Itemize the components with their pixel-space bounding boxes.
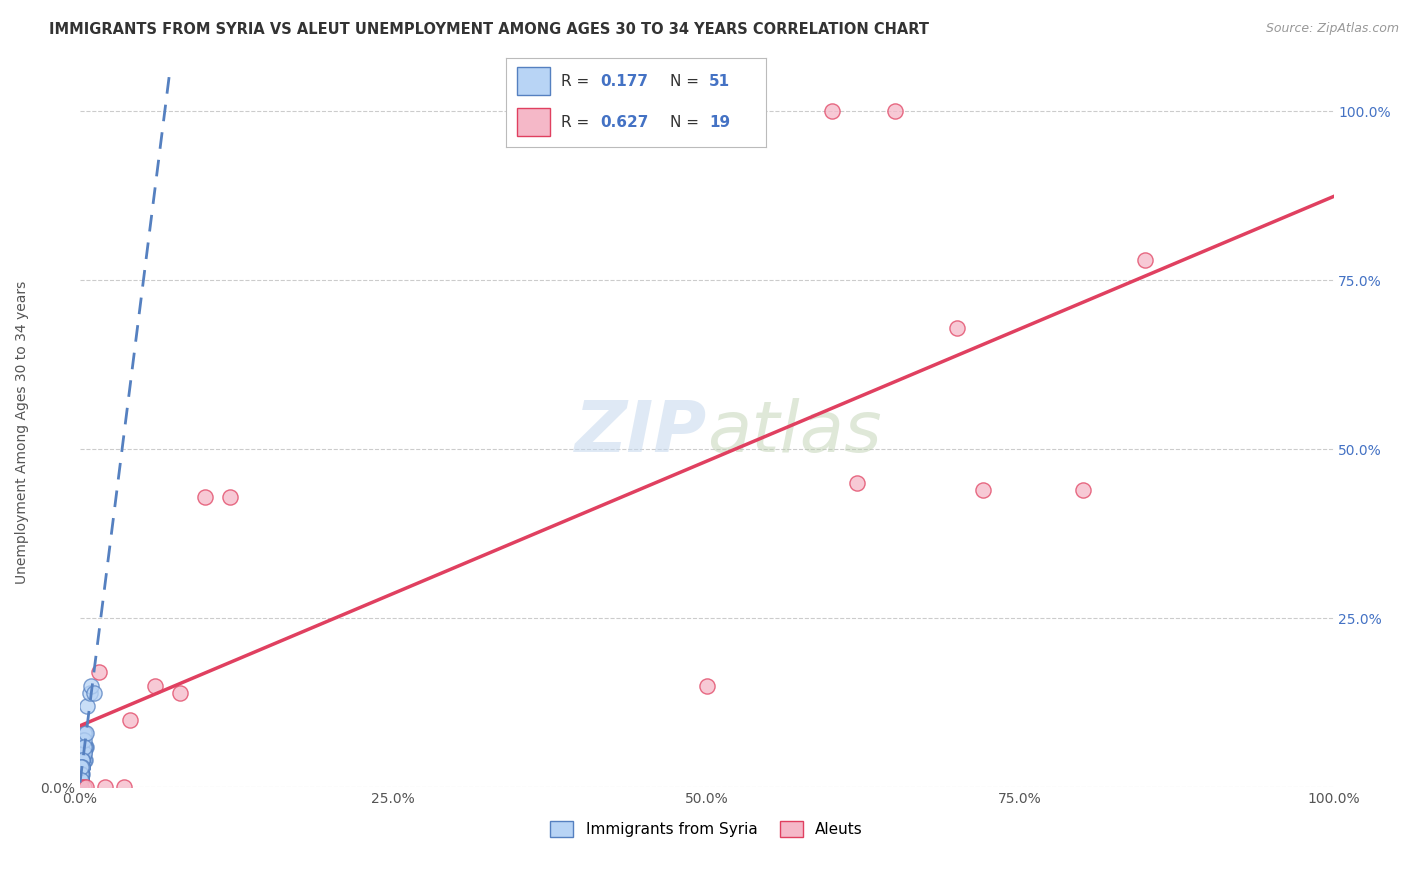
- Point: [73, 732, 96, 747]
- Text: N =: N =: [671, 115, 704, 129]
- Point: [70, 773, 93, 788]
- Point: [73, 739, 96, 754]
- Point: [73, 747, 96, 761]
- Point: [1071, 483, 1094, 497]
- Point: [72, 747, 94, 761]
- Point: [73, 739, 96, 754]
- Point: [72, 753, 94, 767]
- Point: [70, 760, 93, 774]
- Text: N =: N =: [671, 74, 704, 88]
- Point: [80, 679, 103, 693]
- Point: [946, 320, 969, 334]
- Point: [72, 753, 94, 767]
- Point: [1135, 252, 1157, 267]
- Point: [72, 760, 94, 774]
- Point: [972, 483, 994, 497]
- Point: [87, 665, 110, 680]
- Point: [72, 760, 94, 774]
- Point: [72, 753, 94, 767]
- Bar: [516, 108, 550, 136]
- Point: [76, 699, 98, 714]
- Point: [73, 780, 96, 794]
- Point: [73, 747, 96, 761]
- Point: [696, 679, 718, 693]
- Point: [70, 760, 93, 774]
- Point: [70, 766, 93, 780]
- Text: R =: R =: [561, 74, 593, 88]
- Point: [846, 475, 869, 490]
- Text: 19: 19: [709, 115, 730, 129]
- Point: [70, 766, 93, 780]
- Point: [70, 766, 93, 780]
- Point: [70, 760, 93, 774]
- Point: [194, 490, 217, 504]
- Bar: [516, 67, 550, 95]
- Point: [70, 760, 93, 774]
- Point: [73, 753, 96, 767]
- Point: [73, 726, 96, 740]
- Point: [70, 773, 93, 788]
- Text: 0.627: 0.627: [600, 115, 648, 129]
- Point: [821, 104, 844, 119]
- Point: [70, 766, 93, 780]
- Point: [72, 760, 94, 774]
- Point: [70, 773, 93, 788]
- Point: [70, 760, 93, 774]
- Point: [70, 766, 93, 780]
- Point: [75, 739, 97, 754]
- Text: ZIP: ZIP: [575, 398, 707, 467]
- Text: 0.177: 0.177: [600, 74, 648, 88]
- Text: 51: 51: [709, 74, 730, 88]
- Point: [70, 766, 93, 780]
- Point: [73, 726, 96, 740]
- Point: [883, 104, 905, 119]
- Point: [70, 766, 93, 780]
- Point: [72, 766, 94, 780]
- Point: [79, 685, 101, 699]
- Point: [72, 732, 94, 747]
- Y-axis label: Unemployment Among Ages 30 to 34 years: Unemployment Among Ages 30 to 34 years: [15, 281, 30, 584]
- Point: [75, 726, 97, 740]
- Point: [73, 753, 96, 767]
- Point: [70, 766, 93, 780]
- Point: [70, 766, 93, 780]
- Point: [169, 685, 191, 699]
- Point: [70, 780, 93, 794]
- Point: [72, 753, 94, 767]
- Text: atlas: atlas: [707, 398, 882, 467]
- Point: [83, 685, 105, 699]
- Text: IMMIGRANTS FROM SYRIA VS ALEUT UNEMPLOYMENT AMONG AGES 30 TO 34 YEARS CORRELATIO: IMMIGRANTS FROM SYRIA VS ALEUT UNEMPLOYM…: [49, 22, 929, 37]
- Point: [70, 773, 93, 788]
- Point: [73, 753, 96, 767]
- Point: [75, 780, 97, 794]
- Point: [72, 760, 94, 774]
- Point: [120, 713, 142, 727]
- Point: [94, 780, 117, 794]
- Point: [72, 760, 94, 774]
- Point: [70, 773, 93, 788]
- Point: [70, 773, 93, 788]
- Point: [143, 679, 166, 693]
- Point: [70, 773, 93, 788]
- Legend: Immigrants from Syria, Aleuts: Immigrants from Syria, Aleuts: [544, 815, 869, 843]
- Point: [219, 490, 242, 504]
- Text: Source: ZipAtlas.com: Source: ZipAtlas.com: [1265, 22, 1399, 36]
- Point: [73, 739, 96, 754]
- Text: R =: R =: [561, 115, 593, 129]
- Point: [72, 747, 94, 761]
- Point: [112, 780, 135, 794]
